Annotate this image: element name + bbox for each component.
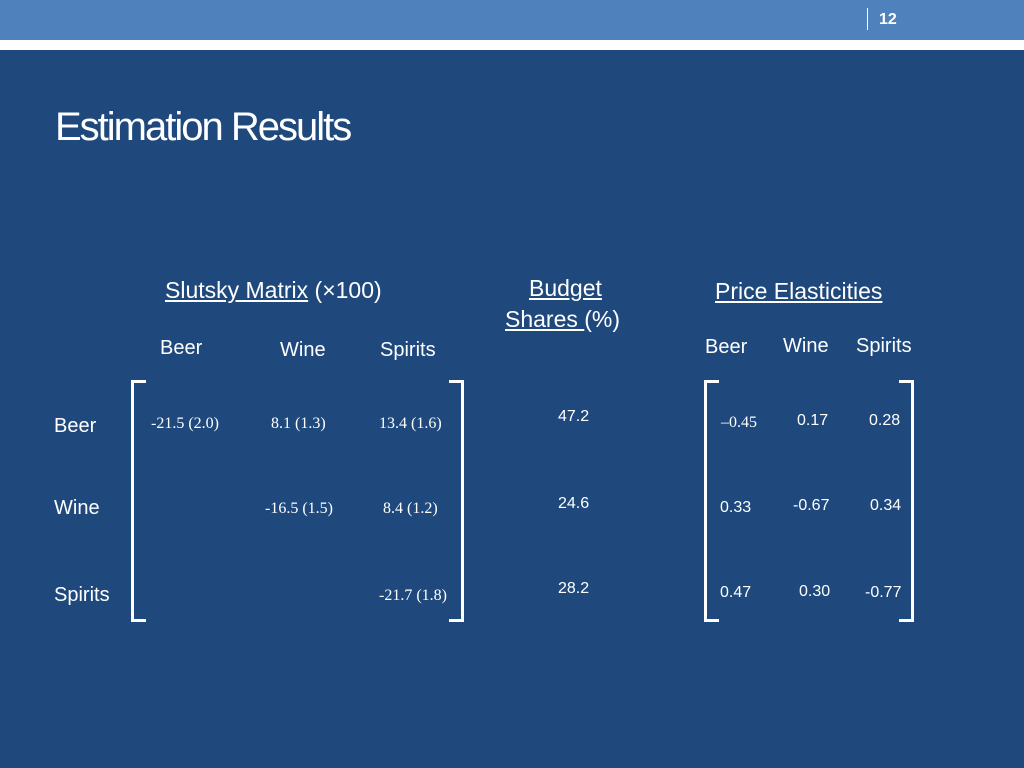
slutsky-col-spirits: Spirits xyxy=(380,339,436,361)
elasticities-col-wine: Wine xyxy=(783,335,829,357)
budget-share-value: 24.6 xyxy=(558,495,590,512)
row-label-spirits: Spirits xyxy=(54,584,110,606)
page-number: 12 xyxy=(879,11,897,28)
slutsky-cell: -16.5 (1.5) xyxy=(265,500,333,517)
elasticities-col-beer: Beer xyxy=(705,336,748,358)
slutsky-right-bracket xyxy=(449,380,464,622)
header-bar xyxy=(0,0,1024,40)
slutsky-heading-link[interactable]: Slutsky Matrix xyxy=(165,277,309,303)
elasticity-cell: -0.77 xyxy=(865,584,902,601)
slutsky-col-beer: Beer xyxy=(160,337,203,359)
slutsky-cell: -21.7 (1.8) xyxy=(379,587,447,604)
elasticity-cell: –0.45 xyxy=(721,414,757,431)
elasticities-col-spirits: Spirits xyxy=(856,335,912,357)
elasticity-cell: 0.30 xyxy=(799,583,831,600)
elasticity-cell: 0.28 xyxy=(869,412,901,429)
slutsky-heading-suffix: (×100) xyxy=(314,277,382,303)
slutsky-cell: 8.4 (1.2) xyxy=(383,500,438,517)
budget-share-value: 47.2 xyxy=(558,408,590,425)
slutsky-left-bracket xyxy=(131,380,146,622)
slutsky-cell: 8.1 (1.3) xyxy=(271,415,326,432)
slutsky-heading: Slutsky Matrix (×100) xyxy=(165,277,382,304)
header-divider xyxy=(0,40,1024,50)
elasticity-cell: -0.67 xyxy=(793,497,830,514)
slutsky-cell: -21.5 (2.0) xyxy=(151,415,219,432)
budget-heading-line2: Shares (%) xyxy=(505,306,620,333)
elasticities-heading[interactable]: Price Elasticities xyxy=(715,278,883,304)
slutsky-cell: 13.4 (1.6) xyxy=(379,415,442,432)
elasticity-cell: 0.17 xyxy=(797,412,829,429)
row-label-wine: Wine xyxy=(54,497,100,519)
budget-heading-suffix: (%) xyxy=(584,306,621,332)
elasticity-cell: 0.33 xyxy=(720,499,752,516)
page-number-separator xyxy=(867,8,868,30)
budget-heading-shares[interactable]: Shares xyxy=(505,306,585,332)
elasticity-cell: 0.47 xyxy=(720,584,752,601)
elasticities-left-bracket xyxy=(704,380,719,622)
row-label-beer: Beer xyxy=(54,415,97,437)
budget-share-value: 28.2 xyxy=(558,580,590,597)
elasticity-cell: 0.34 xyxy=(870,497,902,514)
slutsky-col-wine: Wine xyxy=(280,339,326,361)
budget-heading-line1[interactable]: Budget xyxy=(529,275,602,301)
slide-title: Estimation Results xyxy=(55,105,352,149)
elasticities-right-bracket xyxy=(899,380,914,622)
